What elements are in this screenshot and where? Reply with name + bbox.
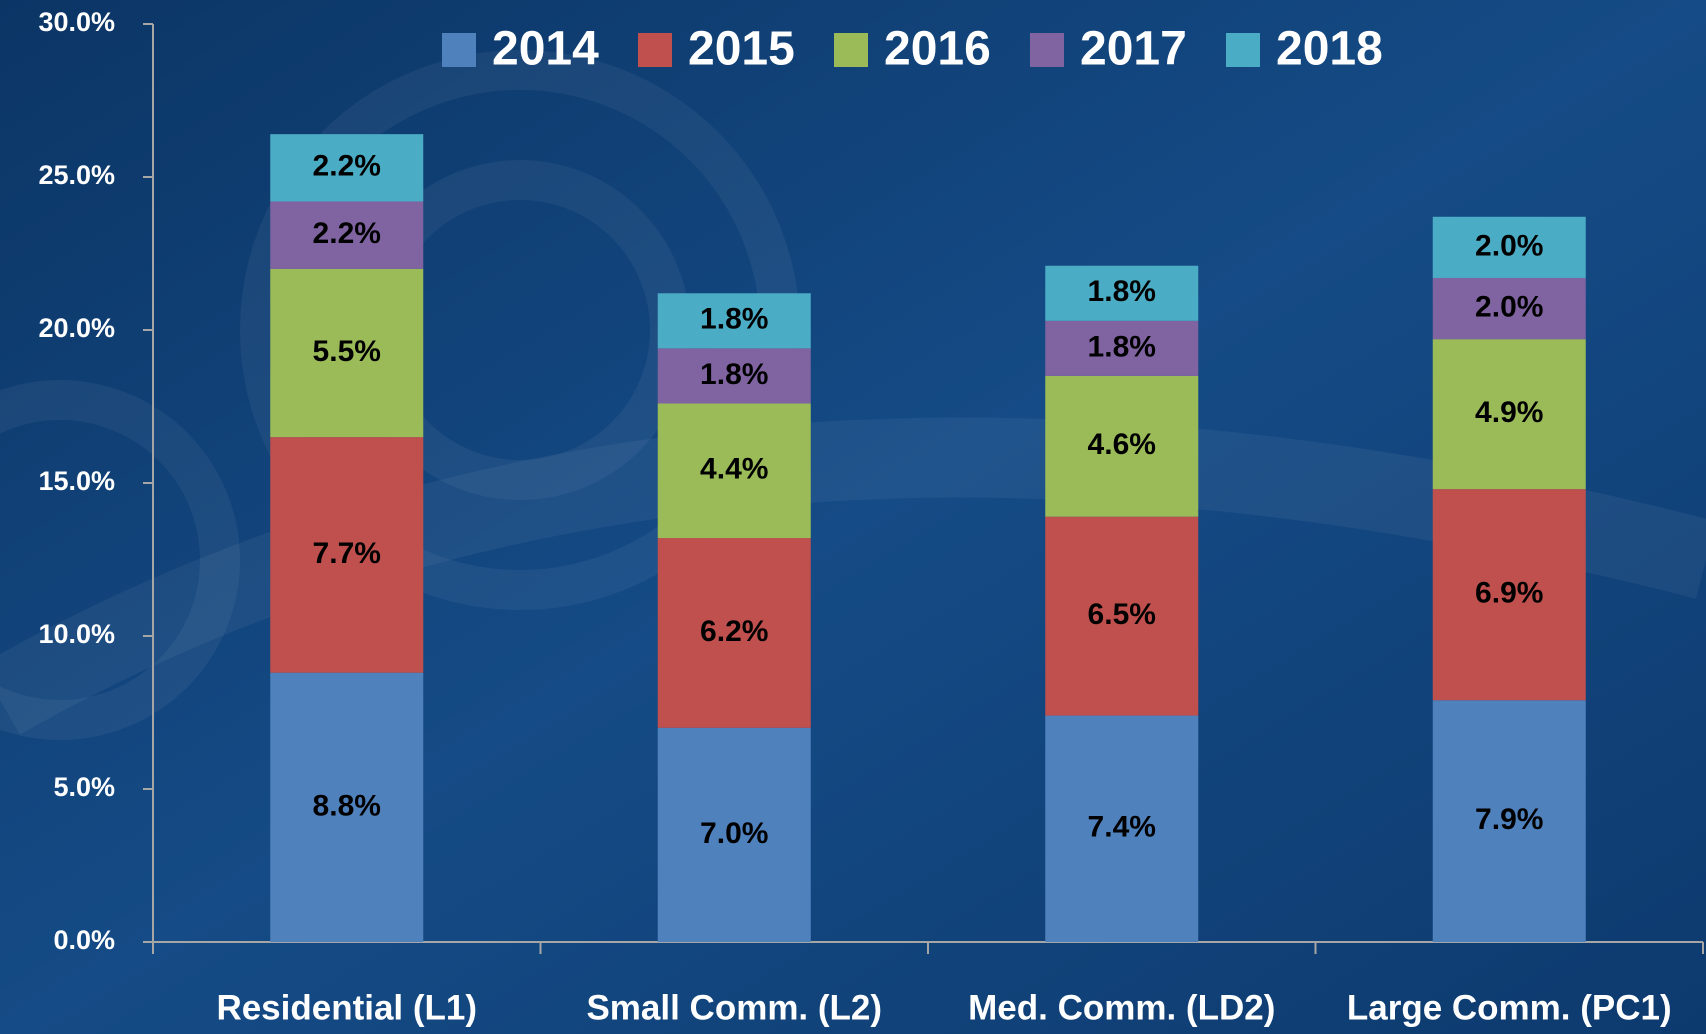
value-label: 4.4% [700,453,768,486]
value-label: 1.8% [700,303,768,336]
value-label: 2.2% [313,217,381,250]
y-tick-label: 20.0% [38,313,115,343]
y-tick-label: 30.0% [38,7,115,37]
value-label: 1.8% [700,358,768,391]
value-label: 2.0% [1475,291,1543,324]
chart: 0.0% 5.0% 10.0% 15.0% 20.0% 25.0% 30.0% Residen… [0,0,1706,1034]
legend-swatch [834,33,868,67]
legend-label: 2014 [492,23,599,76]
value-label: 7.7% [313,537,381,570]
legend-label: 2016 [884,23,991,76]
value-label: 5.5% [313,335,381,368]
legend-swatch [638,33,672,67]
y-tick-label: 5.0% [53,772,115,802]
y-tick-label: 10.0% [38,619,115,649]
value-label: 7.9% [1475,803,1543,836]
x-tick-label: Large Comm. (PC1) [1347,988,1672,1027]
legend-swatch [1226,33,1260,67]
y-tick-label: 25.0% [38,160,115,190]
legend-swatch [1030,33,1064,67]
value-label: 6.2% [700,615,768,648]
x-tick-label: Small Comm. (L2) [586,988,882,1027]
legend-swatch [442,33,476,67]
x-tick-label: Med. Comm. (LD2) [968,988,1275,1027]
value-label: 8.8% [313,789,381,822]
value-label: 7.4% [1088,811,1156,844]
legend-label: 2018 [1276,23,1383,76]
x-tick-label: Residential (L1) [216,988,477,1027]
y-tick-label: 0.0% [53,925,115,955]
value-label: 2.2% [313,150,381,183]
value-label: 7.0% [700,817,768,850]
value-label: 1.8% [1088,275,1156,308]
value-label: 6.5% [1088,598,1156,631]
value-label: 4.9% [1475,396,1543,429]
value-label: 1.8% [1088,330,1156,363]
value-label: 2.0% [1475,229,1543,262]
value-label: 6.9% [1475,577,1543,610]
y-tick-label: 15.0% [38,466,115,496]
legend-label: 2015 [688,23,795,76]
legend-label: 2017 [1080,23,1187,76]
value-label: 4.6% [1088,428,1156,461]
